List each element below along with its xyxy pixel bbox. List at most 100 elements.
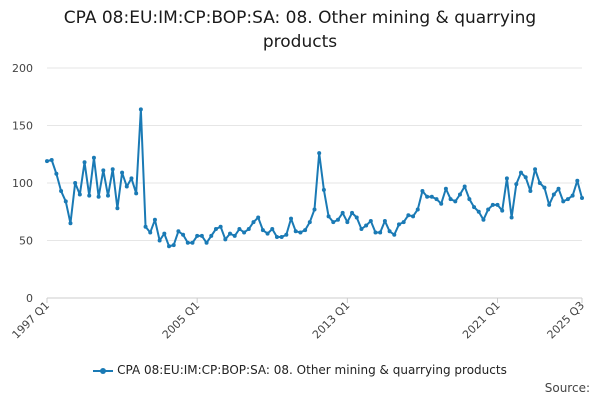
data-point [96, 194, 101, 199]
data-point [340, 210, 345, 215]
data-point [415, 207, 420, 212]
data-point [575, 178, 580, 183]
data-point [176, 229, 181, 234]
data-point [321, 187, 326, 192]
data-point [274, 235, 279, 240]
data-point [218, 224, 223, 229]
data-point [486, 207, 491, 212]
x-tick-label: 2005 Q1 [160, 299, 203, 342]
data-point [462, 184, 467, 189]
data-point [528, 189, 533, 194]
data-point [91, 155, 96, 160]
data-point [401, 220, 406, 225]
data-point [396, 222, 401, 227]
data-point [106, 193, 111, 198]
legend-swatch-icon [93, 366, 114, 376]
data-point [167, 244, 172, 249]
chart-title-line-1: CPA 08:EU:IM:CP:BOP:SA: 08. Other mining… [63, 8, 537, 28]
data-point [213, 227, 218, 231]
data-point [256, 215, 261, 220]
data-point [195, 233, 200, 238]
data-point [77, 192, 82, 197]
data-point [143, 224, 148, 229]
x-tick-label: 1997 Q1 [10, 299, 53, 342]
data-point [134, 191, 139, 196]
data-point [260, 228, 265, 233]
chart-title: CPA 08:EU:IM:CP:BOP:SA: 08. Other mining… [0, 6, 600, 54]
data-point [420, 189, 425, 194]
data-point [457, 192, 462, 197]
data-point [237, 227, 242, 231]
data-point [293, 229, 298, 234]
data-point [181, 232, 186, 237]
x-axis: 1997 Q1 2005 Q1 2013 Q1 2021 Q1 2025 Q3 [10, 298, 588, 342]
data-point [246, 227, 251, 231]
x-tick-label: 2021 Q1 [460, 299, 503, 342]
data-point [580, 195, 584, 200]
data-point [523, 175, 528, 180]
data-point [284, 232, 289, 237]
data-point [495, 202, 500, 207]
data-point [129, 176, 134, 181]
x-tick-label: 2025 Q3 [545, 299, 588, 342]
data-point [228, 231, 233, 236]
data-point [537, 181, 542, 185]
data-point [251, 220, 256, 225]
data-point [434, 197, 439, 202]
data-point [476, 209, 481, 214]
data-point [110, 167, 115, 172]
y-tick-label: 150 [12, 120, 33, 133]
data-point [148, 230, 153, 235]
data-point [570, 193, 575, 198]
data-point [406, 213, 411, 218]
data-point [335, 217, 340, 222]
source-label: Source: [544, 381, 590, 395]
grid-lines [47, 67, 582, 299]
data-point [467, 197, 472, 202]
series-line [46, 108, 583, 248]
data-point [298, 230, 303, 235]
data-point [73, 181, 78, 185]
data-point [373, 230, 378, 235]
data-point [157, 238, 162, 243]
data-point [152, 217, 157, 222]
data-point [429, 194, 434, 199]
data-point [392, 232, 397, 237]
data-point [472, 205, 477, 210]
data-point [448, 197, 453, 202]
data-point [54, 171, 59, 176]
data-point [115, 206, 120, 211]
data-point [514, 182, 519, 187]
data-point [279, 235, 284, 240]
data-point [565, 197, 570, 202]
data-point [120, 170, 125, 175]
data-point [223, 237, 228, 242]
data-point [411, 214, 416, 219]
data-point [547, 202, 552, 207]
data-point [190, 240, 195, 245]
legend[interactable]: CPA 08:EU:IM:CP:BOP:SA: 08. Other mining… [0, 363, 600, 377]
data-point [439, 201, 444, 206]
data-point [204, 240, 209, 245]
data-point [171, 243, 176, 248]
x-tick-label: 2013 Q1 [310, 299, 353, 342]
data-point [359, 227, 364, 231]
data-point [509, 215, 514, 220]
data-point [307, 220, 312, 225]
data-point [331, 220, 336, 225]
data-point [561, 199, 566, 204]
data-point [326, 214, 331, 219]
data-point [87, 193, 92, 198]
data-point [453, 199, 458, 204]
data-point [124, 184, 129, 189]
data-point [82, 160, 87, 165]
data-point [101, 168, 106, 173]
data-point [199, 233, 204, 238]
data-point [556, 186, 561, 191]
data-point [387, 229, 392, 234]
data-point [345, 220, 350, 225]
y-tick-label: 200 [12, 62, 33, 75]
y-tick-label: 0 [26, 292, 33, 305]
data-point [481, 217, 486, 222]
